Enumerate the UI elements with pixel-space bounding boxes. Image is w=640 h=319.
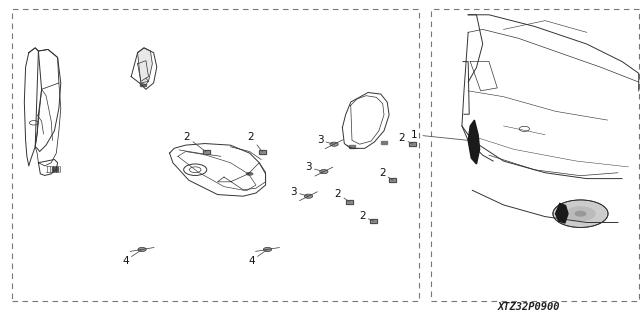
Text: 3: 3 (305, 162, 324, 173)
Circle shape (263, 248, 272, 251)
Text: 2: 2 (399, 133, 413, 144)
Text: 1: 1 (411, 130, 467, 140)
Bar (140, 84, 146, 86)
Text: 2: 2 (379, 168, 393, 180)
Text: XTZ32P0900: XTZ32P0900 (497, 302, 560, 312)
Circle shape (554, 201, 607, 227)
Circle shape (330, 142, 339, 146)
Bar (370, 219, 378, 223)
Text: 4: 4 (248, 249, 268, 266)
Bar (259, 150, 266, 153)
Bar (202, 150, 210, 153)
Circle shape (246, 172, 253, 176)
Polygon shape (138, 48, 152, 83)
Bar (370, 219, 378, 223)
Bar (381, 141, 387, 144)
Text: 2: 2 (335, 189, 349, 202)
Text: 3: 3 (291, 187, 308, 197)
Bar (349, 145, 355, 148)
Circle shape (575, 211, 586, 217)
Bar (410, 142, 417, 146)
Bar (346, 200, 353, 204)
Bar (346, 200, 353, 204)
Polygon shape (468, 120, 479, 164)
Circle shape (565, 206, 596, 221)
Text: 4: 4 (122, 249, 142, 266)
Circle shape (304, 194, 313, 198)
Text: 3: 3 (317, 135, 334, 145)
Bar (52, 167, 58, 171)
Text: 2: 2 (248, 132, 262, 152)
Bar (390, 178, 397, 182)
Circle shape (320, 170, 328, 174)
Bar (410, 142, 417, 146)
Text: 2: 2 (359, 211, 374, 221)
Bar (202, 150, 210, 153)
Bar (259, 150, 266, 153)
Circle shape (138, 248, 147, 251)
Polygon shape (556, 204, 568, 223)
Bar (390, 178, 397, 182)
Text: 2: 2 (184, 132, 206, 152)
